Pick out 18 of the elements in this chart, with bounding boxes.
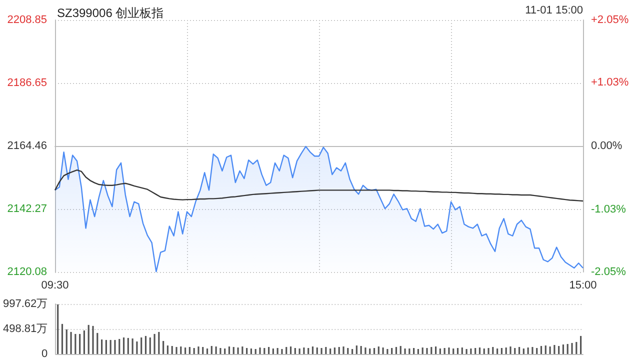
line-series: [54, 169, 584, 202]
y-tick-label: 2142.27: [7, 203, 47, 216]
y2-tick-label: +1.03%: [591, 76, 629, 89]
y2-tick-label: -2.05%: [591, 266, 626, 278]
y-tick-label: 2208.85: [7, 14, 47, 26]
y-tick-label: 997.62万: [2, 298, 48, 310]
chart-title: SZ399006 创业板指: [57, 6, 164, 20]
y-tick-label: 0: [42, 348, 48, 360]
y-tick-label: 2186.65: [7, 77, 47, 90]
x-tick-label: 09:30: [41, 280, 69, 292]
x-tick-label: 15:00: [569, 280, 597, 292]
y-tick-label: 2120.08: [7, 266, 47, 278]
y2-tick-label: 0.00%: [591, 140, 622, 152]
text: 11-01 15:00: [525, 4, 584, 16]
y-tick-label: 498.81万: [2, 323, 48, 335]
y2-tick-label: +2.05%: [591, 14, 629, 26]
y-tick-label: 2164.46: [7, 140, 47, 152]
y2-tick-label: -1.03%: [591, 203, 626, 216]
